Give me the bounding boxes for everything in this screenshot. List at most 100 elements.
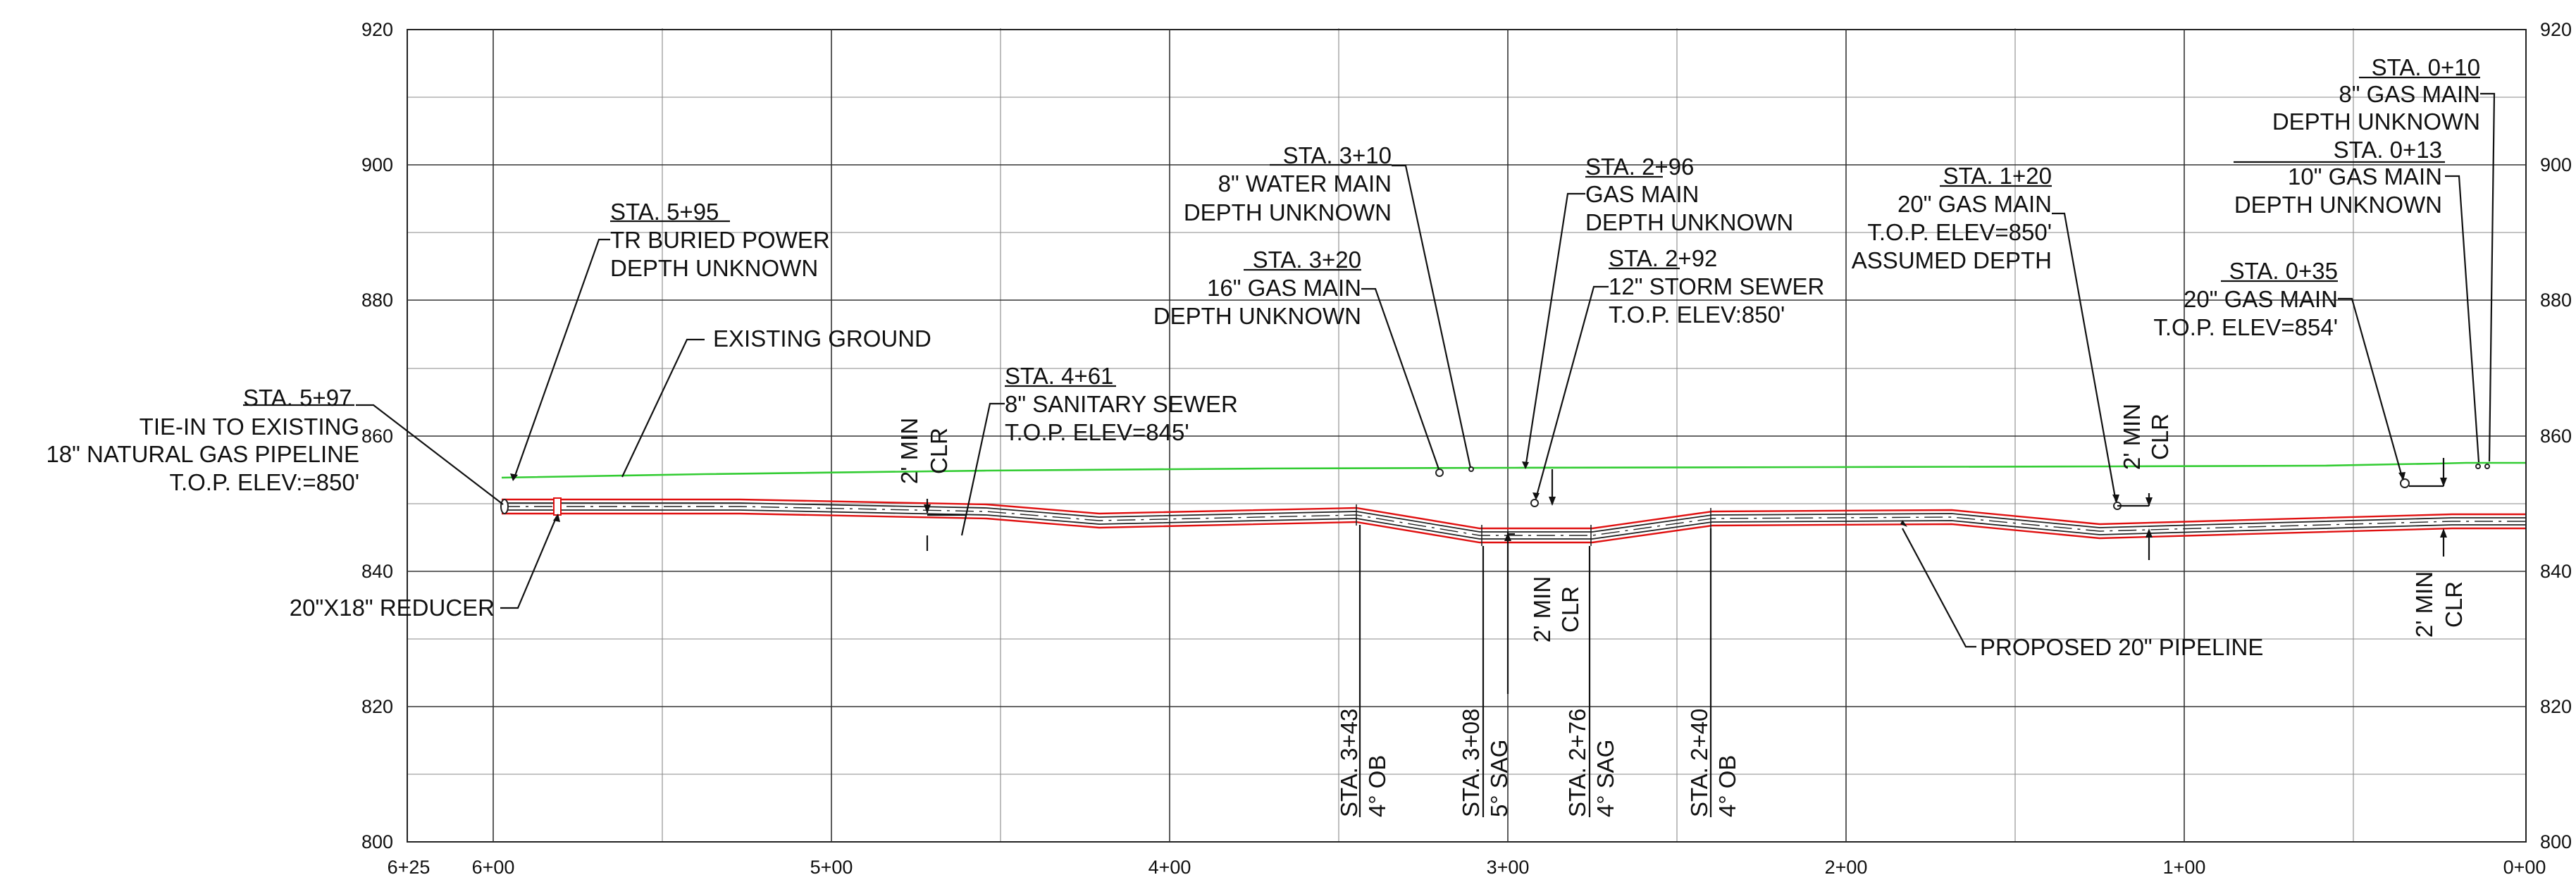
gas-main-10-line1: 10" GAS MAIN <box>2288 163 2442 190</box>
reducer-label: 20"X18" REDUCER <box>290 595 495 621</box>
y-tick-label: 840 <box>361 561 393 582</box>
y-axis-left: 920 900 880 860 840 820 800 <box>361 19 393 852</box>
tie-in-line3: T.O.P. ELEV:=850' <box>169 469 359 495</box>
tie-in-line2: 18" NATURAL GAS PIPELINE <box>46 441 359 467</box>
y-tick-label: 820 <box>361 696 393 717</box>
major-grid <box>407 29 2527 843</box>
gas-main-20-120-station: STA. 1+20 <box>1943 163 2052 189</box>
tie-in-station: STA. 5+97 <box>243 385 352 411</box>
clearance-label: 2' MIN <box>2119 404 2145 470</box>
callout-gas-main-10: STA. 0+13 10" GAS MAIN DEPTH UNKNOWN <box>2234 137 2480 463</box>
gas-main-296-station: STA. 2+96 <box>1585 154 1694 180</box>
utility-crossings <box>1435 464 2490 510</box>
clearance-label: CLR <box>1557 586 1583 633</box>
clearance-label: 2' MIN <box>2411 571 2437 638</box>
bend-station: STA. 3+43 <box>1336 709 1362 817</box>
clearance-label: CLR <box>2441 581 2467 628</box>
y-tick-label: 840 <box>2540 561 2572 582</box>
sanitary-sewer-station: STA. 4+61 <box>1005 363 1113 389</box>
gas-main-16-line1: 16" GAS MAIN <box>1207 275 1361 301</box>
y-axis-right: 920 900 880 860 840 820 800 <box>2540 19 2572 852</box>
x-tick-label: 2+00 <box>1825 857 1868 878</box>
callout-buried-power: STA. 5+95 TR BURIED POWER DEPTH UNKNOWN <box>510 199 830 481</box>
x-axis: 6+25 6+00 5+00 4+00 3+00 2+00 1+00 0+00 <box>388 857 2546 878</box>
buried-power-line1: TR BURIED POWER <box>610 227 830 253</box>
bend-station: STA. 2+76 <box>1564 709 1590 817</box>
proposed-pipeline <box>500 497 2525 546</box>
existing-ground-label: EXISTING GROUND <box>713 325 931 352</box>
callout-reducer: 20"X18" REDUCER <box>290 514 560 621</box>
gas-main-20-120-line2: T.O.P. ELEV=850' <box>1867 219 2052 245</box>
callout-gas-main-20-035: STA. 0+35 20" GAS MAIN T.O.P. ELEV=854' <box>2153 258 2405 480</box>
y-tick-label: 920 <box>2540 19 2572 40</box>
callout-tie-in: STA. 5+97 TIE-IN TO EXISTING 18" NATURAL… <box>46 385 504 505</box>
y-tick-label: 800 <box>361 831 393 852</box>
crossing-gas-main-035 <box>2400 478 2410 488</box>
gas-main-296-line2: DEPTH UNKNOWN <box>1585 209 1793 235</box>
pipe-wall-inner-top <box>502 502 2525 533</box>
callout-gas-main-20-120: STA. 1+20 20" GAS MAIN T.O.P. ELEV=850' … <box>1852 163 2119 503</box>
bend-callouts: STA. 3+43 4° OB STA. 3+08 5° SAG STA. 2+… <box>1336 525 1740 817</box>
tie-in-end-cap <box>500 499 509 514</box>
y-tick-label: 800 <box>2540 831 2572 852</box>
clearance-label: CLR <box>926 428 952 474</box>
clearance-dimensions: 2' MIN CLR 2' MIN CLR 2' MIN CLR 2' MIN … <box>896 404 2467 694</box>
gas-main-16-station: STA. 3+20 <box>1253 247 1361 273</box>
callout-proposed-pipeline: PROPOSED 20" PIPELINE <box>1900 520 2263 660</box>
crossing-gas-main-013 <box>2484 464 2490 469</box>
pipe-wall-inner-bottom <box>502 509 2525 540</box>
gas-main-8-line2: DEPTH UNKNOWN <box>2272 108 2480 135</box>
gas-main-8-line1: 8" GAS MAIN <box>2339 81 2480 107</box>
storm-sewer-line1: 12" STORM SEWER <box>1609 273 1824 299</box>
y-tick-label: 880 <box>2540 290 2572 311</box>
pipe-centerline <box>502 506 2525 536</box>
pipe-wall-bottom <box>502 512 2525 544</box>
water-main-station: STA. 3+10 <box>1283 142 1392 168</box>
storm-sewer-line2: T.O.P. ELEV:850' <box>1609 302 1785 328</box>
callout-water-main: STA. 3+10 8" WATER MAIN DEPTH UNKNOWN <box>1184 142 1472 468</box>
crossing-storm-sewer <box>1530 499 1539 507</box>
gas-main-20-120-line1: 20" GAS MAIN <box>1897 191 2052 217</box>
bend-station: STA. 3+08 <box>1458 709 1484 817</box>
water-main-line2: DEPTH UNKNOWN <box>1184 199 1392 225</box>
x-tick-label: 0+00 <box>2503 857 2546 878</box>
x-tick-label: 5+00 <box>810 857 853 878</box>
callout-storm-sewer: STA. 2+92 12" STORM SEWER T.O.P. ELEV:85… <box>1532 245 1824 500</box>
y-tick-label: 820 <box>2540 696 2572 717</box>
gas-main-20-035-station: STA. 0+35 <box>2229 258 2338 284</box>
reducer-symbol <box>553 497 562 516</box>
gas-main-20-035-line2: T.O.P. ELEV=854' <box>2153 314 2338 340</box>
bend-station: STA. 2+40 <box>1686 709 1712 817</box>
y-tick-label: 860 <box>2540 426 2572 447</box>
y-tick-label: 900 <box>361 154 393 175</box>
crossing-8in-water-main <box>1468 466 1474 472</box>
x-tick-label: 3+00 <box>1487 857 1530 878</box>
crossing-gas-main-010 <box>2475 464 2481 469</box>
clearance-label: CLR <box>2147 414 2173 460</box>
tie-in-line1: TIE-IN TO EXISTING <box>140 414 359 440</box>
callout-gas-main-296: STA. 2+96 GAS MAIN DEPTH UNKNOWN <box>1522 154 1793 469</box>
existing-ground-line <box>501 461 2525 479</box>
x-tick-label: 1+00 <box>2163 857 2206 878</box>
y-tick-label: 860 <box>361 426 393 447</box>
x-tick-label: 4+00 <box>1148 857 1191 878</box>
callout-gas-main-16: STA. 3+20 16" GAS MAIN DEPTH UNKNOWN <box>1153 247 1440 470</box>
y-tick-label: 900 <box>2540 154 2572 175</box>
proposed-pipeline-label: PROPOSED 20" PIPELINE <box>1980 634 2263 660</box>
bend-angle: 4° SAG <box>1592 740 1618 817</box>
bend-angle: 4° OB <box>1364 755 1390 817</box>
buried-power-line2: DEPTH UNKNOWN <box>610 255 818 281</box>
storm-sewer-station: STA. 2+92 <box>1609 245 1717 271</box>
crossing-16in-gas-main <box>1435 468 1444 477</box>
gas-main-16-line2: DEPTH UNKNOWN <box>1153 303 1361 329</box>
gas-main-10-station: STA. 0+13 <box>2334 137 2442 163</box>
y-tick-label: 880 <box>361 290 393 311</box>
clearance-label: 2' MIN <box>1529 576 1555 642</box>
sanitary-sewer-line1: 8" SANITARY SEWER <box>1005 391 1238 417</box>
bend-angle: 4° OB <box>1714 755 1740 817</box>
bend-angle: 5° SAG <box>1486 740 1512 817</box>
gas-main-20-035-line1: 20" GAS MAIN <box>2184 286 2338 312</box>
callout-gas-main-8: STA. 0+10 8" GAS MAIN DEPTH UNKNOWN <box>2272 54 2496 462</box>
sanitary-sewer-line2: T.O.P. ELEV=845' <box>1005 419 1189 445</box>
